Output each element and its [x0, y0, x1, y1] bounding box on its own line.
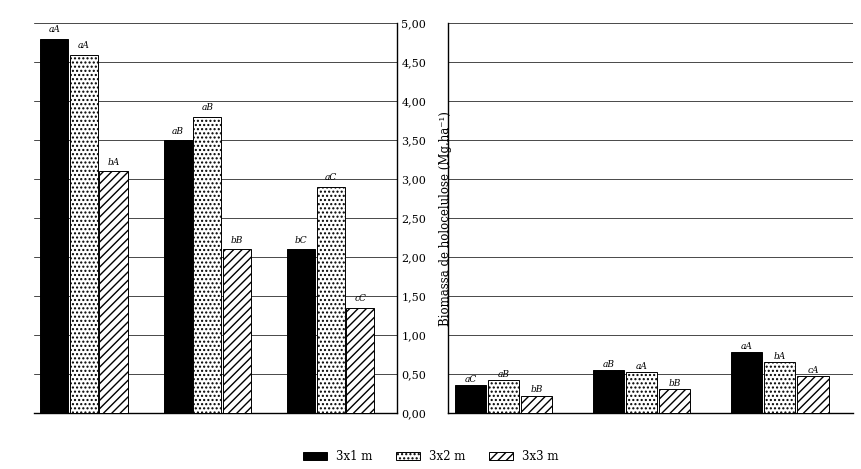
Text: II: II [636, 434, 646, 447]
Text: aA: aA [77, 41, 90, 50]
Bar [40, 39, 68, 413]
Bar [592, 370, 623, 413]
Bar [796, 376, 827, 413]
Text: aA: aA [635, 362, 647, 371]
Text: bB: bB [530, 386, 542, 394]
Bar [70, 54, 98, 413]
Bar [222, 249, 251, 413]
Text: Biomassa de holocelulose (Mg.ha⁻¹): Biomassa de holocelulose (Mg.ha⁻¹) [438, 111, 452, 325]
Text: aB: aB [602, 360, 614, 369]
Text: aA: aA [740, 342, 752, 351]
Text: bC: bC [294, 235, 307, 244]
Text: II: II [202, 434, 212, 447]
Text: bA: bA [108, 158, 120, 166]
Text: aB: aB [201, 103, 213, 112]
Text: bB: bB [231, 235, 243, 244]
Text: bB: bB [668, 379, 680, 388]
Bar [659, 389, 690, 413]
Bar [487, 380, 518, 413]
Bar [454, 386, 486, 413]
Text: III: III [323, 434, 338, 447]
Legend: 3x1 m, 3x2 m, 3x3 m: 3x1 m, 3x2 m, 3x3 m [298, 446, 563, 468]
Bar [730, 352, 761, 413]
Text: aC: aC [325, 173, 337, 182]
Bar [520, 395, 552, 413]
Text: I: I [500, 434, 505, 447]
Bar [99, 171, 127, 413]
Bar [346, 308, 374, 413]
Text: III: III [771, 434, 786, 447]
Text: aB: aB [171, 127, 183, 136]
Text: bA: bA [772, 352, 785, 361]
Text: aA: aA [48, 25, 60, 34]
Bar [763, 362, 795, 413]
Text: aC: aC [464, 375, 476, 384]
Bar [164, 140, 191, 413]
Text: aB: aB [497, 370, 509, 379]
Bar [316, 187, 344, 413]
Text: cA: cA [806, 366, 818, 375]
Text: cC: cC [354, 294, 366, 303]
Text: I: I [81, 434, 86, 447]
Bar [287, 249, 315, 413]
Bar [625, 372, 657, 413]
Bar [193, 117, 221, 413]
